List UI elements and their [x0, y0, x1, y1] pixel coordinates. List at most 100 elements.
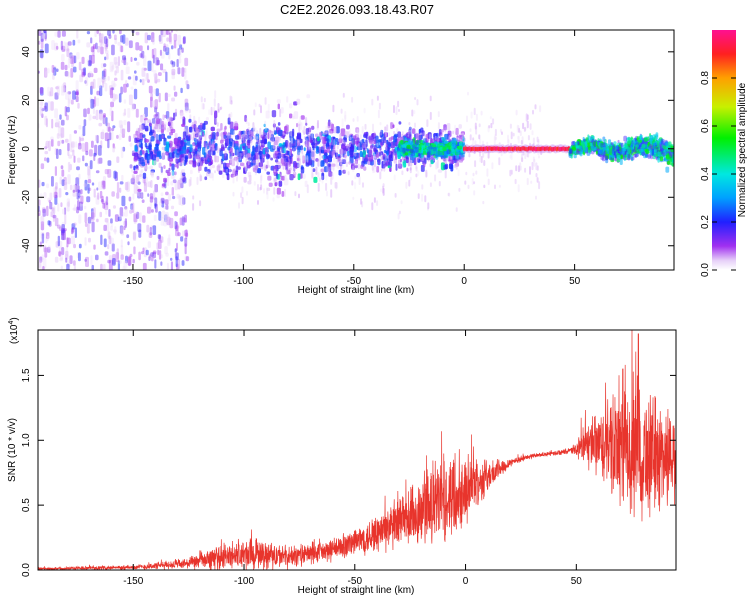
spectrogram-cell: [326, 158, 328, 165]
spectrogram-cell: [529, 123, 532, 130]
spectrogram-cell: [103, 200, 108, 206]
spectrogram-cell: [336, 141, 340, 145]
spectrogram-cell: [160, 192, 164, 197]
spectrogram-cell: [455, 207, 458, 212]
spectrogram-cell: [323, 137, 326, 145]
spectrogram-cell: [136, 134, 141, 140]
spectrogram-cell: [52, 214, 57, 219]
spectrogram-cell: [414, 97, 417, 100]
spectrogram-cell: [40, 50, 44, 60]
spectrogram-cell: [101, 33, 104, 44]
spectrogram-cell: [143, 55, 147, 67]
spectrogram-cell: [107, 138, 110, 149]
spectrogram-cell: [104, 43, 108, 50]
spectrogram-cell: [70, 99, 74, 105]
spectrogram-cell: [63, 41, 66, 50]
spectrogram-cell: [264, 120, 267, 127]
spectrogram-cell: [267, 154, 271, 159]
spectrogram-cell: [171, 147, 176, 152]
spectrogram-cell: [48, 91, 52, 97]
spectrogram-cell: [112, 205, 116, 209]
spectrogram-cell: [127, 76, 132, 80]
spectrogram-cell: [283, 157, 286, 163]
spectrogram-cell: [104, 202, 109, 210]
spectrogram-cell: [180, 177, 184, 189]
spectrogram-cell: [61, 83, 66, 93]
spectrogram-cell: [166, 127, 170, 133]
spectrogram-cell: [388, 150, 393, 158]
spectrogram-cell: [199, 200, 202, 207]
spectrogram-cell: [114, 171, 118, 181]
spectrogram-cell: [83, 183, 87, 187]
spectrogram-cell: [247, 126, 250, 131]
spectrogram-cell: [171, 45, 174, 50]
spectrogram-cell: [168, 157, 173, 162]
spectrogram-cell: [39, 49, 44, 58]
spectrogram-cell: [73, 66, 77, 73]
spectrogram-cell: [531, 130, 534, 136]
spectrogram-cell: [336, 144, 339, 150]
spectrogram-cell: [173, 85, 176, 91]
spectrogram-cell: [97, 77, 101, 89]
spectrogram-cell: [60, 265, 63, 270]
spectrogram-cell: [132, 176, 136, 185]
spectrogram-cell: [286, 124, 289, 132]
spectrogram-cell: [53, 65, 57, 70]
spectrogram-cell: [88, 187, 92, 192]
spectrogram-cell: [141, 67, 146, 77]
spectrogram-cell: [91, 85, 95, 90]
spectrogram-cell: [160, 166, 163, 173]
spectrogram-cell: [534, 104, 537, 110]
spectrogram-cell: [79, 74, 83, 83]
spectrogram-cell: [532, 137, 535, 145]
spectrogram-cell: [141, 199, 145, 203]
spectrogram-cell: [117, 216, 122, 222]
spectrogram-cell: [178, 48, 182, 59]
spectrogram-cell: [278, 143, 283, 147]
spectrogram-cell: [152, 38, 155, 45]
spectrogram-cell: [71, 235, 75, 245]
spectrogram-cell: [425, 134, 429, 138]
spectrogram-cell: [170, 128, 176, 133]
spectrogram-cell: [150, 136, 155, 142]
spectrogram-cell: [417, 170, 420, 176]
spectrogram-cell: [88, 237, 91, 243]
spectrogram-cell: [212, 173, 214, 181]
spectrogram-cell: [248, 176, 251, 180]
spectrogram-cell: [126, 181, 130, 192]
spectrogram-cell: [57, 203, 60, 212]
spectrogram-cell: [167, 103, 170, 112]
spectrogram-cell: [385, 146, 388, 151]
spectrogram-cell: [245, 117, 248, 124]
spectrogram-cell: [450, 140, 453, 144]
spectrogram-cell: [158, 35, 162, 42]
spectrogram-cell: [72, 149, 75, 157]
spectrogram-cell: [141, 50, 145, 59]
spectrogram-cell: [413, 110, 416, 115]
spectrogram-cell: [158, 118, 162, 130]
spectrogram-cell: [388, 132, 390, 137]
spectrogram-cell: [161, 120, 164, 128]
spectrogram-cell: [458, 187, 461, 192]
spectrogram-cell: [48, 140, 51, 152]
spectrogram-cell: [64, 64, 68, 71]
spectrogram-cell: [82, 125, 86, 137]
spectrogram-cell: [107, 30, 111, 36]
spectrogram-cell: [156, 242, 159, 250]
spectrogram-cell: [81, 71, 86, 76]
spectrogram-cell: [232, 140, 235, 148]
spectrogram-cell: [285, 169, 288, 175]
spectrogram-cell: [175, 224, 180, 229]
spectrogram-cell: [94, 30, 97, 38]
spectrogram-cell: [491, 118, 494, 123]
spectrogram-cell: [273, 124, 276, 133]
spectrogram-cell: [151, 209, 154, 213]
spectrogram-cell: [155, 57, 159, 66]
spectrogram-cell: [95, 42, 98, 50]
spectrogram-cell: [91, 140, 94, 148]
spectrogram-cell: [135, 164, 139, 169]
spectrogram-cell: [163, 177, 168, 183]
spectrogram-cell: [66, 114, 69, 121]
spectrogram-cell: [78, 136, 81, 146]
spectrogram-cell: [131, 168, 134, 173]
